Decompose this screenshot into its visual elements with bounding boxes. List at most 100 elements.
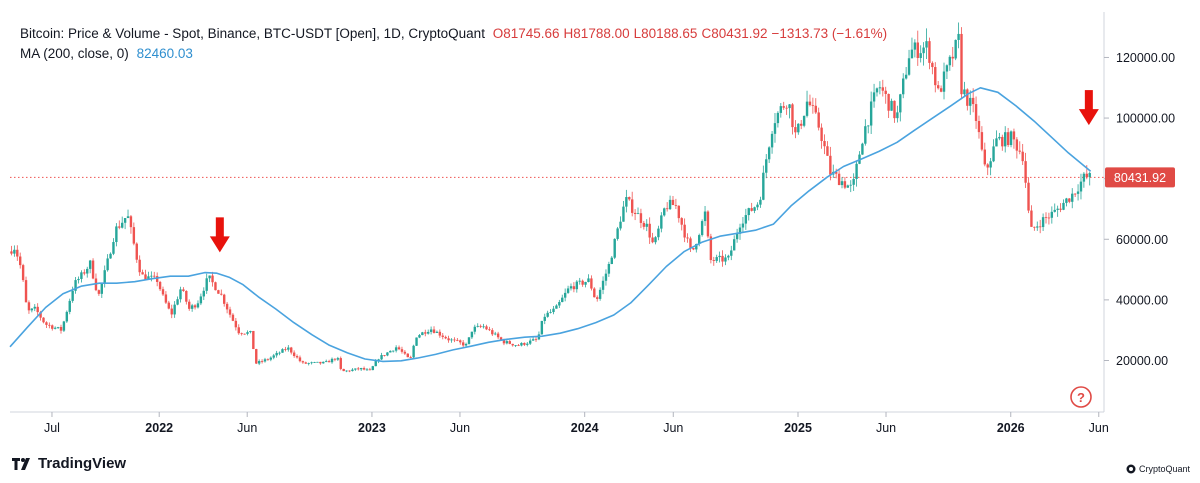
legend-ohlc: O81745.66 H81788.00 L80188.65 C80431.92 −131… <box>493 26 887 41</box>
candle-body <box>674 205 678 206</box>
candle-body <box>100 283 103 294</box>
candle-body <box>1062 202 1065 210</box>
candle-body <box>1024 161 1027 183</box>
candle-body <box>598 289 602 299</box>
candle-body <box>106 258 109 271</box>
candle-body <box>155 276 159 282</box>
candle-body <box>654 237 657 243</box>
candle-body <box>957 33 960 40</box>
candle-body <box>62 321 66 331</box>
candle-body <box>864 126 867 144</box>
candle-body <box>313 362 316 363</box>
question-circle-icon[interactable]: ? <box>1070 386 1092 408</box>
candle-body <box>324 361 328 362</box>
x-tick-label: 2026 <box>997 421 1025 435</box>
candle-body <box>453 339 456 341</box>
candle-body <box>665 208 669 210</box>
candle-body <box>896 112 899 119</box>
candle-body <box>179 289 182 300</box>
candle-body <box>380 355 383 360</box>
candle-body <box>759 199 762 205</box>
candle-body <box>470 331 474 338</box>
candle-body <box>147 276 150 280</box>
candle-body <box>706 211 710 237</box>
candle-body <box>266 359 270 361</box>
candle-body <box>112 242 115 254</box>
candle-body <box>1004 132 1007 147</box>
candle-body <box>730 250 733 256</box>
down-arrow-head <box>1078 109 1099 126</box>
candle-body <box>461 342 465 346</box>
candle-body <box>523 342 526 345</box>
candle-body <box>1038 226 1042 228</box>
legend-open-label: O <box>492 26 504 41</box>
candle-body <box>103 270 106 284</box>
candle-body <box>689 238 692 248</box>
candle-body <box>782 106 785 108</box>
candle-body <box>625 197 628 207</box>
candle-body <box>330 358 334 363</box>
tradingview-logo[interactable]: TradingView <box>12 455 126 472</box>
candle-body <box>135 243 138 260</box>
candle-body <box>447 338 450 341</box>
candle-body <box>561 297 564 303</box>
candle-body <box>359 368 363 370</box>
candle-body <box>1065 198 1068 203</box>
candle-body <box>875 88 879 93</box>
candle-body <box>1027 182 1030 211</box>
candle-body <box>610 257 613 265</box>
candle-body <box>362 368 366 370</box>
candle-body <box>753 207 756 211</box>
candle-body <box>193 305 197 308</box>
candle-body <box>817 112 820 128</box>
candle-body <box>942 71 946 92</box>
candle-body <box>677 205 681 219</box>
candle-body <box>934 67 937 86</box>
candle-body <box>954 39 957 59</box>
candle-body <box>129 216 133 228</box>
candle-body <box>648 223 651 238</box>
candle-body <box>432 329 436 333</box>
candle-body <box>371 366 375 371</box>
candle-body <box>188 301 191 309</box>
candle-body <box>1071 193 1074 202</box>
candle-body <box>86 268 89 274</box>
legend-ma-label: MA (200, close, 0) <box>20 46 129 61</box>
candle-body <box>246 332 249 334</box>
candle-body <box>473 326 477 332</box>
moving-average-series <box>9 87 1092 363</box>
candle-body <box>974 104 978 121</box>
candle-body <box>1036 226 1039 228</box>
candle-body <box>572 286 576 290</box>
candle-body <box>120 222 124 228</box>
candle-body <box>619 221 622 229</box>
candle-body <box>776 112 780 124</box>
candle-body <box>563 292 567 298</box>
candle-body <box>893 100 896 119</box>
candle-body <box>738 227 742 234</box>
legend-open: 81745.66 <box>503 26 560 41</box>
candle-body <box>488 329 491 331</box>
candle-body <box>558 302 561 306</box>
candle-body <box>698 235 701 244</box>
candle-body <box>409 357 412 358</box>
candle-body <box>735 233 739 240</box>
candle-body <box>173 304 176 315</box>
candle-body <box>552 308 555 313</box>
candle-body <box>590 278 593 289</box>
candle-body <box>939 88 943 92</box>
candle-body <box>115 226 118 243</box>
candle-body <box>948 56 952 66</box>
candle-body <box>33 306 36 309</box>
candle-body <box>913 42 917 50</box>
candle-body <box>881 87 885 91</box>
candle-body <box>887 93 890 111</box>
candle-body <box>80 272 83 279</box>
candle-body <box>791 104 794 128</box>
candle-body <box>336 358 340 360</box>
candle-body <box>770 133 774 148</box>
candle-body <box>741 223 745 228</box>
candle-body <box>788 104 791 109</box>
candle-body <box>482 326 485 328</box>
